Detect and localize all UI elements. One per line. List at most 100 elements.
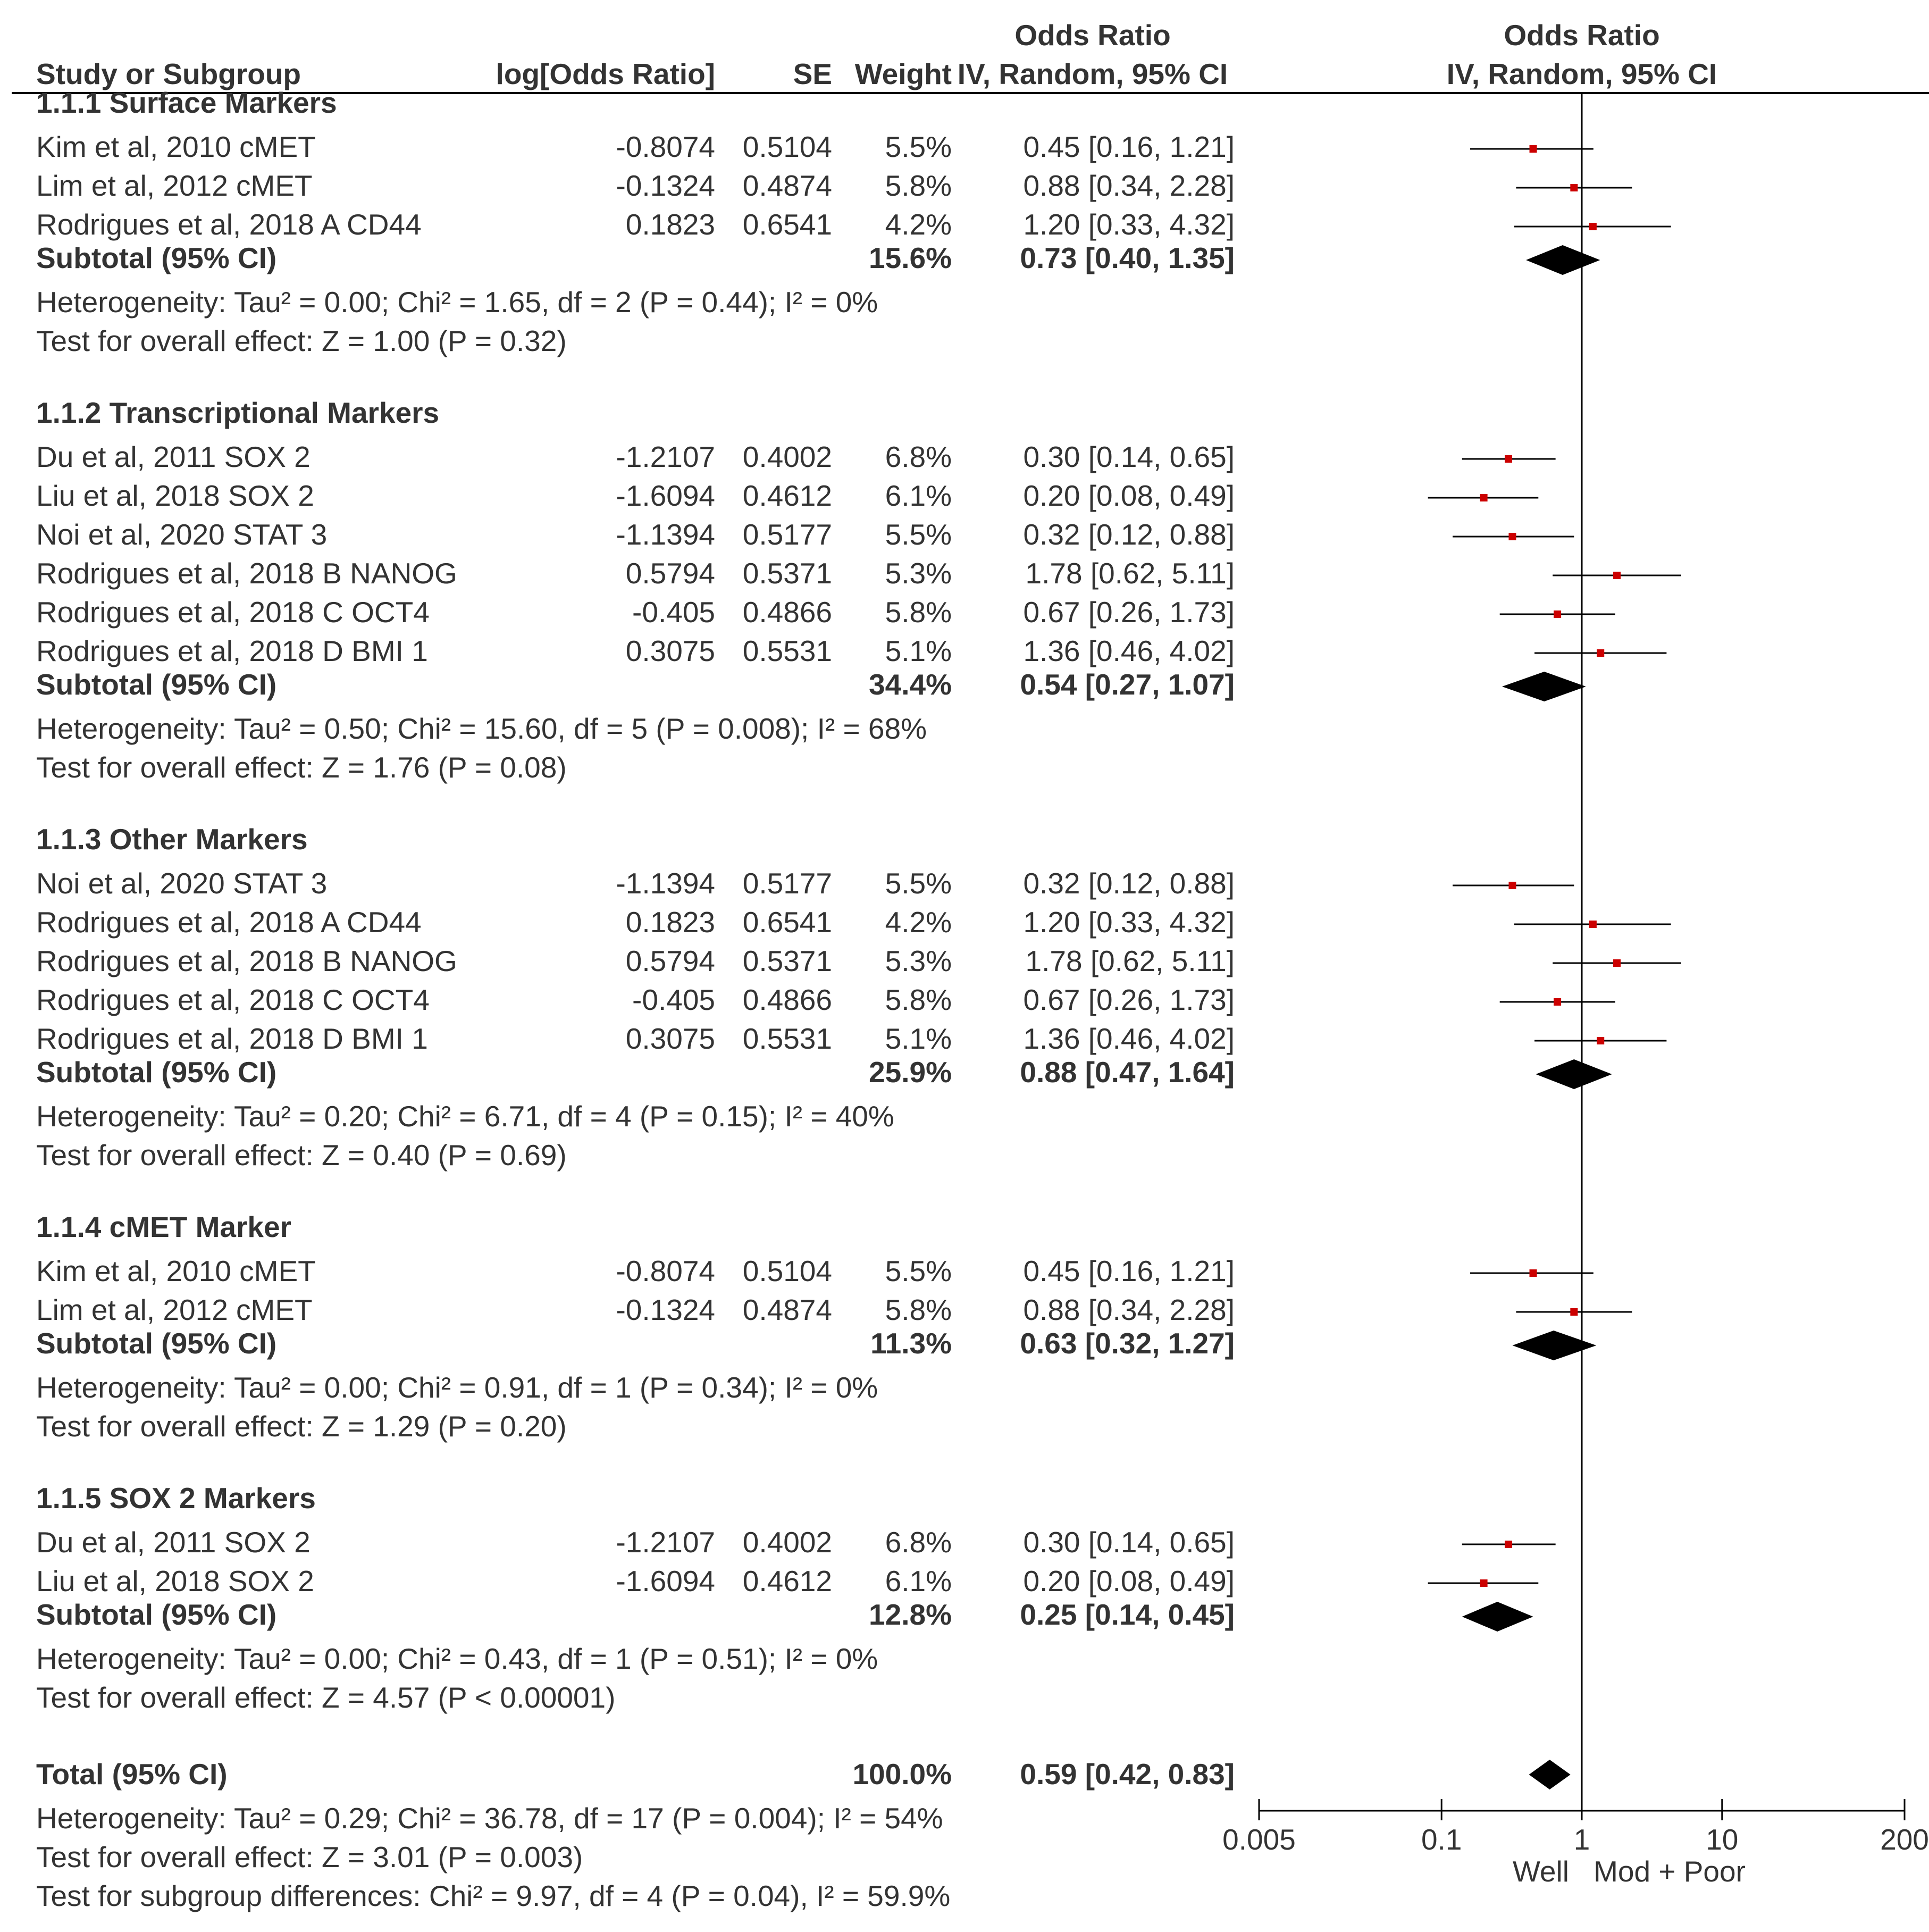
axis-tick-label: 200 bbox=[1880, 1823, 1929, 1856]
study-name: Rodrigues et al, 2018 A CD44 bbox=[36, 906, 422, 939]
study-logor: -0.405 bbox=[632, 983, 715, 1016]
study-logor: 0.5794 bbox=[626, 557, 715, 590]
study-se: 0.5531 bbox=[743, 1022, 832, 1055]
header-study: Study or Subgroup bbox=[36, 57, 301, 90]
heterogeneity-text: Heterogeneity: Tau² = 0.20; Chi² = 6.71,… bbox=[36, 1100, 894, 1133]
subtotal-diamond bbox=[1536, 1059, 1612, 1089]
header-weight: Weight bbox=[855, 57, 952, 90]
study-se: 0.4612 bbox=[743, 1565, 832, 1598]
study-ci: 1.20 [0.33, 4.32] bbox=[1023, 906, 1235, 939]
axis-left-label: Well bbox=[1513, 1855, 1569, 1888]
study-name: Rodrigues et al, 2018 A CD44 bbox=[36, 208, 422, 241]
point-estimate bbox=[1597, 1037, 1605, 1044]
study-weight: 6.8% bbox=[885, 1526, 952, 1559]
subtotal-diamond bbox=[1526, 245, 1600, 275]
study-logor: -0.1324 bbox=[616, 1293, 715, 1326]
subtotal-label: Subtotal (95% CI) bbox=[36, 1598, 276, 1631]
subtotal-weight: 15.6% bbox=[869, 241, 952, 274]
point-estimate bbox=[1508, 533, 1516, 540]
study-ci: 1.36 [0.46, 4.02] bbox=[1023, 1022, 1235, 1055]
subtotal-weight: 25.9% bbox=[869, 1056, 952, 1089]
study-ci: 0.20 [0.08, 0.49] bbox=[1023, 479, 1235, 512]
study-name: Liu et al, 2018 SOX 2 bbox=[36, 479, 314, 512]
study-name: Rodrigues et al, 2018 D BMI 1 bbox=[36, 634, 428, 667]
study-logor: 0.3075 bbox=[626, 634, 715, 667]
study-weight: 5.5% bbox=[885, 867, 952, 900]
study-name: Du et al, 2011 SOX 2 bbox=[36, 440, 311, 473]
study-name: Kim et al, 2010 cMET bbox=[36, 130, 316, 163]
overall-effect-text: Test for overall effect: Z = 1.76 (P = 0… bbox=[36, 751, 567, 784]
study-logor: -0.8074 bbox=[616, 1254, 715, 1287]
subtotal-ci: 0.63 [0.32, 1.27] bbox=[1020, 1327, 1235, 1360]
study-se: 0.4874 bbox=[743, 1293, 832, 1326]
header-se: SE bbox=[793, 57, 832, 90]
total-ci: 0.59 [0.42, 0.83] bbox=[1020, 1758, 1235, 1791]
study-logor: -0.1324 bbox=[616, 169, 715, 202]
header-logor: log[Odds Ratio] bbox=[496, 57, 715, 90]
study-name: Noi et al, 2020 STAT 3 bbox=[36, 518, 327, 551]
subtotal-diamond bbox=[1462, 1602, 1533, 1632]
study-logor: 0.5794 bbox=[626, 944, 715, 977]
study-name: Rodrigues et al, 2018 C OCT4 bbox=[36, 983, 430, 1016]
subtotal-label: Subtotal (95% CI) bbox=[36, 1327, 276, 1360]
subgroup-title: 1.1.1 Surface Markers bbox=[36, 86, 337, 119]
study-ci: 0.67 [0.26, 1.73] bbox=[1023, 983, 1235, 1016]
subtotal-ci: 0.73 [0.40, 1.35] bbox=[1020, 241, 1235, 274]
point-estimate bbox=[1570, 1308, 1578, 1316]
point-estimate bbox=[1480, 494, 1488, 501]
subtotal-label: Subtotal (95% CI) bbox=[36, 1056, 276, 1089]
study-ci: 0.20 [0.08, 0.49] bbox=[1023, 1565, 1235, 1598]
heterogeneity-text: Heterogeneity: Tau² = 0.00; Chi² = 1.65,… bbox=[36, 286, 878, 319]
study-weight: 5.8% bbox=[885, 169, 952, 202]
study-logor: -1.1394 bbox=[616, 518, 715, 551]
subgroup-differences-text: Test for subgroup differences: Chi² = 9.… bbox=[36, 1879, 950, 1912]
overall-effect-text: Test for overall effect: Z = 0.40 (P = 0… bbox=[36, 1139, 567, 1172]
study-weight: 5.8% bbox=[885, 596, 952, 629]
heterogeneity-text: Heterogeneity: Tau² = 0.50; Chi² = 15.60… bbox=[36, 712, 927, 745]
point-estimate bbox=[1554, 998, 1562, 1006]
study-name: Noi et al, 2020 STAT 3 bbox=[36, 867, 327, 900]
study-ci: 0.67 [0.26, 1.73] bbox=[1023, 596, 1235, 629]
subtotal-ci: 0.54 [0.27, 1.07] bbox=[1020, 668, 1235, 701]
point-estimate bbox=[1554, 610, 1562, 618]
subgroup-title: 1.1.4 cMET Marker bbox=[36, 1210, 291, 1243]
study-weight: 5.3% bbox=[885, 557, 952, 590]
point-estimate bbox=[1508, 882, 1516, 889]
study-ci: 0.32 [0.12, 0.88] bbox=[1023, 518, 1235, 551]
overall-effect-text: Test for overall effect: Z = 4.57 (P < 0… bbox=[36, 1681, 615, 1714]
study-name: Rodrigues et al, 2018 B NANOG bbox=[36, 944, 457, 977]
study-weight: 5.5% bbox=[885, 1254, 952, 1287]
axis-tick-label: 0.1 bbox=[1421, 1823, 1462, 1856]
header-or-method: IV, Random, 95% CI bbox=[958, 57, 1228, 90]
study-se: 0.4002 bbox=[743, 440, 832, 473]
study-ci: 0.30 [0.14, 0.65] bbox=[1023, 440, 1235, 473]
study-se: 0.5531 bbox=[743, 634, 832, 667]
study-weight: 4.2% bbox=[885, 906, 952, 939]
heterogeneity-text: Heterogeneity: Tau² = 0.00; Chi² = 0.91,… bbox=[36, 1371, 878, 1404]
point-estimate bbox=[1613, 572, 1621, 579]
study-se: 0.4874 bbox=[743, 169, 832, 202]
study-weight: 5.1% bbox=[885, 634, 952, 667]
study-ci: 0.45 [0.16, 1.21] bbox=[1023, 1254, 1235, 1287]
study-weight: 5.5% bbox=[885, 518, 952, 551]
point-estimate bbox=[1505, 455, 1513, 463]
study-logor: 0.1823 bbox=[626, 208, 715, 241]
total-diamond bbox=[1529, 1760, 1571, 1789]
subtotal-ci: 0.88 [0.47, 1.64] bbox=[1020, 1056, 1235, 1089]
axis-tick-label: 1 bbox=[1574, 1823, 1590, 1856]
study-ci: 1.78 [0.62, 5.11] bbox=[1026, 944, 1235, 977]
subgroup-title: 1.1.3 Other Markers bbox=[36, 823, 308, 856]
study-weight: 6.1% bbox=[885, 479, 952, 512]
study-name: Kim et al, 2010 cMET bbox=[36, 1254, 316, 1287]
x-axis: 0.005 0.1 1 10 200 Well Mod + Poor bbox=[1222, 1799, 1929, 1888]
point-estimate bbox=[1597, 649, 1605, 657]
study-weight: 5.5% bbox=[885, 130, 952, 163]
study-name: Rodrigues et al, 2018 B NANOG bbox=[36, 557, 457, 590]
study-weight: 5.8% bbox=[885, 983, 952, 1016]
heterogeneity-text: Heterogeneity: Tau² = 0.00; Chi² = 0.43,… bbox=[36, 1642, 878, 1675]
study-logor: -1.6094 bbox=[616, 1565, 715, 1598]
study-logor: 0.1823 bbox=[626, 906, 715, 939]
study-se: 0.4002 bbox=[743, 1526, 832, 1559]
study-se: 0.6541 bbox=[743, 906, 832, 939]
